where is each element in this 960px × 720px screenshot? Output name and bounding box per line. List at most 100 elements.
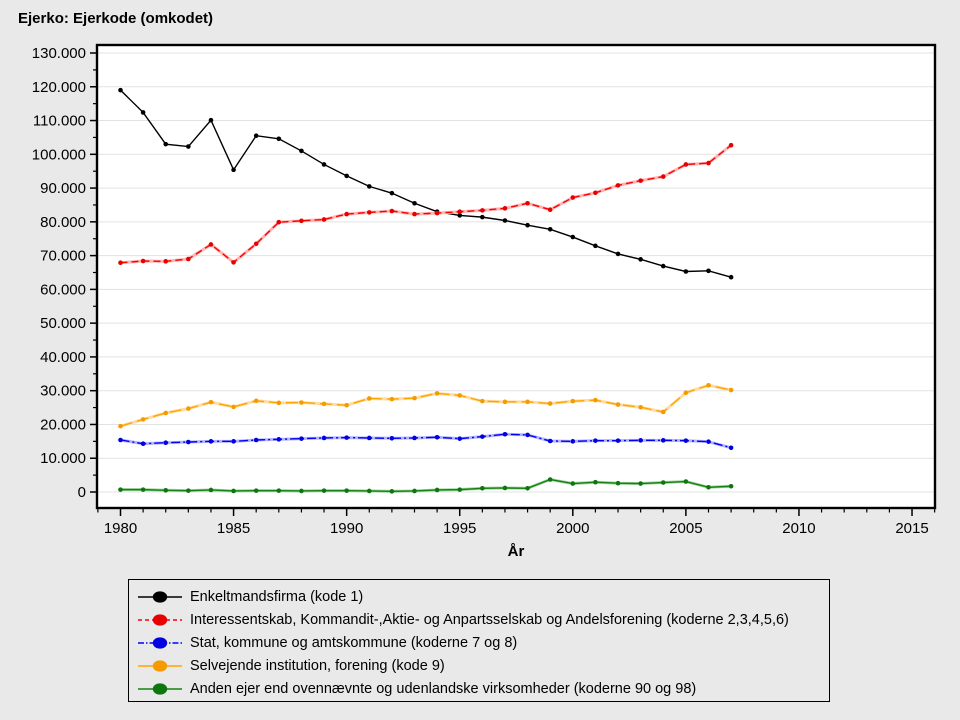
series-stat-kommune-point [253,437,259,443]
x-tick-label: 2010 [782,520,815,537]
series-enkeltmandsfirma-point [457,213,463,218]
series-selvejende-institution-point [593,397,598,403]
series-interessentskab-point [231,260,236,265]
legend-dot [152,659,168,672]
series-interessentskab-point [434,210,440,216]
series-stat-kommune-point [163,440,169,445]
series-enkeltmandsfirma-point [163,141,169,147]
legend-item: Stat, kommune og amtskommune (koderne 7 … [137,631,829,654]
chart-title: Ejerko: Ejerkode (omkodet) [18,10,214,27]
series-interessentskab-point [593,190,598,196]
series-selvejende-institution-point [140,417,146,422]
series-enkeltmandsfirma-point [321,162,327,167]
legend-marker-icon [138,590,182,603]
series-anden-ejer-point [615,480,621,486]
y-tick-label: 120.000 [32,79,86,96]
series-stat-kommune-point [186,439,191,445]
series-anden-ejer-point [208,487,214,493]
series-anden-ejer-point [683,479,689,484]
series-stat-kommune-point [299,436,304,441]
series-enkeltmandsfirma-point [366,184,372,189]
series-stat-kommune-point [683,438,689,443]
series-enkeltmandsfirma-point [140,110,146,115]
series-anden-ejer-point [299,488,304,494]
series-interessentskab-point [480,208,485,213]
line-chart: 0 10.000 20.000 30.000 40.000 50.000 60.000 70.… [32,43,937,537]
series-interessentskab-point [728,142,734,148]
series-anden-ejer-point [118,487,123,492]
series-anden-ejer-point [457,487,463,492]
series-interessentskab-point [706,160,711,166]
series-stat-kommune-point [570,439,576,444]
y-tick-label: 130.000 [32,45,86,62]
series-enkeltmandsfirma-point [570,234,576,240]
series-anden-ejer-point [706,484,711,490]
series-stat-kommune-point [615,438,621,443]
series-stat-kommune-point [321,435,327,441]
x-tick-label: 2015 [895,520,928,537]
y-tick-label: 110.000 [33,113,86,130]
series-selvejende-institution-point [321,401,327,407]
series-selvejende-institution-point [660,409,666,415]
legend-item: Enkeltmandsfirma (kode 1) [137,585,829,608]
series-anden-ejer-point [547,477,553,482]
legend-dot [152,636,168,649]
series-selvejende-institution-point [502,399,508,405]
legend-label: Interessentskab, Kommandit-,Aktie- og An… [190,611,789,628]
x-tick-label: 2005 [669,520,702,537]
series-enkeltmandsfirma-point [593,243,598,249]
series-selvejende-institution-point [163,410,169,416]
series-enkeltmandsfirma-point [683,269,689,274]
series-interessentskab-point [208,242,214,247]
y-tick-label: 10.000 [40,450,86,467]
series-selvejende-institution-point [638,404,643,410]
y-tick-label: 30.000 [40,383,86,400]
series-anden-ejer-point [412,488,417,494]
series-stat-kommune-point [344,435,349,440]
y-tick-label: 40.000 [40,349,86,366]
legend-label: Anden ejer end ovennævnte og udenlandske… [190,680,697,697]
series-stat-kommune-point [480,434,485,439]
series-selvejende-institution-point [570,398,576,404]
series-interessentskab-point [276,219,282,225]
series-selvejende-institution-point [253,398,259,404]
series-interessentskab-point [299,218,304,224]
series-selvejende-institution-point [615,402,621,407]
series-enkeltmandsfirma-point [706,268,711,274]
series-anden-ejer-point [593,479,598,485]
series-selvejende-institution-point [276,400,282,406]
series-stat-kommune-point [276,437,282,442]
series-interessentskab-point [186,256,191,262]
series-enkeltmandsfirma-point [547,226,553,232]
series-anden-ejer-point [525,485,530,491]
series-selvejende-institution-point [412,395,417,401]
series-selvejende-institution-point [344,402,349,408]
series-interessentskab-point [366,210,372,215]
series-enkeltmandsfirma-point [276,136,282,142]
legend-item: Selvejende institution, forening (kode 9… [137,654,829,677]
series-anden-ejer-point [140,487,146,492]
series-stat-kommune-point [434,434,440,440]
y-tick-label: 70.000 [40,248,86,265]
series-interessentskab-point [570,195,576,200]
series-anden-ejer-point [389,489,395,494]
series-enkeltmandsfirma-point [253,133,259,139]
series-anden-ejer-point [502,485,508,491]
series-interessentskab-point [547,207,553,212]
series-interessentskab-point [118,260,123,266]
series-stat-kommune-point [366,435,372,441]
series-selvejende-institution-point [457,393,463,398]
series-interessentskab-point [163,259,169,264]
series-interessentskab-point [344,211,349,217]
series-anden-ejer-point [276,488,282,493]
series-stat-kommune-point [118,437,123,443]
series-anden-ejer-point [570,481,576,486]
series-interessentskab-point [683,162,689,167]
series-interessentskab-point [638,178,643,183]
x-tick-label: 1990 [330,520,363,537]
x-tick-label: 1995 [443,520,476,537]
series-stat-kommune-point [140,441,146,447]
series-anden-ejer-point [253,488,259,493]
series-stat-kommune-point [231,439,236,444]
series-stat-kommune-point [525,432,530,438]
